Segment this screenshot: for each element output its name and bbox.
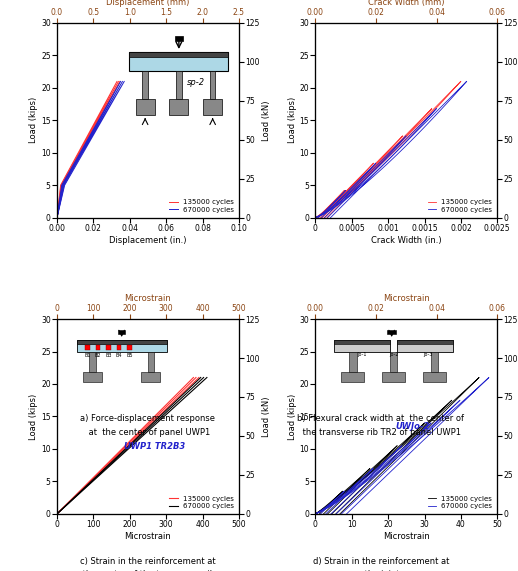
135000 cycles: [54, 214, 60, 221]
135000 cycles: [337, 490, 343, 497]
670000 cycles: [54, 510, 60, 517]
Y-axis label: Load (kips): Load (kips): [29, 97, 38, 143]
670000 cycles: [118, 78, 124, 85]
135000 cycles: [114, 78, 120, 85]
Legend: 135000 cycles, 670000 cycles: 135000 cycles, 670000 cycles: [426, 494, 494, 510]
X-axis label: Crack Width (mm): Crack Width (mm): [368, 0, 444, 7]
670000 cycles: [322, 506, 328, 513]
135000 cycles: [330, 496, 337, 503]
135000 cycles: [335, 194, 341, 200]
135000 cycles: [335, 492, 341, 499]
Line: 135000 cycles: 135000 cycles: [57, 377, 193, 514]
135000 cycles: [312, 214, 319, 221]
Y-axis label: Load (kN): Load (kN): [263, 396, 271, 437]
Text: c) Strain in the reinforcement at: c) Strain in the reinforcement at: [80, 557, 215, 566]
135000 cycles: [320, 208, 326, 215]
670000 cycles: [197, 374, 204, 381]
670000 cycles: [332, 198, 338, 204]
670000 cycles: [334, 494, 340, 501]
670000 cycles: [61, 182, 67, 188]
Line: 135000 cycles: 135000 cycles: [315, 190, 344, 218]
135000 cycles: [333, 494, 339, 501]
670000 cycles: [337, 192, 343, 199]
Text: at  the center of panel UWP1: at the center of panel UWP1: [85, 428, 210, 437]
Y-axis label: Load (kips): Load (kips): [287, 97, 297, 143]
135000 cycles: [339, 488, 346, 494]
Text: d) Strain in the reinforcement at: d) Strain in the reinforcement at: [312, 557, 449, 566]
670000 cycles: [321, 208, 327, 215]
670000 cycles: [336, 194, 342, 200]
670000 cycles: [341, 488, 348, 494]
Legend: 135000 cycles, 670000 cycles: 135000 cycles, 670000 cycles: [426, 198, 494, 214]
670000 cycles: [339, 490, 345, 497]
X-axis label: Microstrain: Microstrain: [383, 294, 430, 303]
Text: the transverse rib TR2 of panel UWP1: the transverse rib TR2 of panel UWP1: [300, 428, 461, 437]
Line: 670000 cycles: 670000 cycles: [315, 491, 344, 514]
670000 cycles: [312, 510, 319, 517]
Legend: 135000 cycles, 670000 cycles: 135000 cycles, 670000 cycles: [168, 494, 236, 510]
670000 cycles: [336, 492, 342, 499]
135000 cycles: [334, 493, 340, 500]
670000 cycles: [340, 190, 346, 196]
X-axis label: Microstrain: Microstrain: [383, 532, 430, 541]
670000 cycles: [54, 214, 60, 221]
Text: the center of the transverse rib: the center of the transverse rib: [80, 570, 215, 571]
Text: UWP1 TR2B3: UWP1 TR2B3: [124, 442, 185, 451]
135000 cycles: [114, 78, 120, 85]
X-axis label: Displacement (mm): Displacement (mm): [106, 0, 190, 7]
135000 cycles: [331, 198, 337, 204]
135000 cycles: [333, 195, 339, 202]
Line: 670000 cycles: 670000 cycles: [57, 377, 200, 514]
670000 cycles: [315, 214, 322, 221]
135000 cycles: [54, 214, 60, 221]
670000 cycles: [342, 187, 349, 194]
Y-axis label: Load (kips): Load (kips): [287, 393, 297, 440]
135000 cycles: [57, 182, 64, 188]
Line: 135000 cycles: 135000 cycles: [315, 491, 342, 514]
Y-axis label: Load (kN): Load (kN): [263, 100, 271, 140]
135000 cycles: [314, 214, 321, 221]
670000 cycles: [332, 496, 338, 503]
Legend: 135000 cycles, 670000 cycles: 135000 cycles, 670000 cycles: [168, 198, 236, 214]
X-axis label: Crack Width (in.): Crack Width (in.): [371, 236, 442, 245]
135000 cycles: [190, 374, 196, 381]
135000 cycles: [60, 182, 66, 188]
670000 cycles: [334, 195, 340, 202]
670000 cycles: [336, 493, 342, 500]
Y-axis label: Load (kips): Load (kips): [29, 393, 38, 440]
Text: UWJo-2: UWJo-2: [395, 423, 429, 432]
Line: 670000 cycles: 670000 cycles: [57, 81, 121, 218]
670000 cycles: [312, 214, 319, 221]
670000 cycles: [59, 182, 65, 188]
X-axis label: Displacement (in.): Displacement (in.): [109, 236, 186, 245]
135000 cycles: [341, 187, 348, 194]
135000 cycles: [339, 190, 345, 196]
Line: 135000 cycles: 135000 cycles: [57, 81, 117, 218]
X-axis label: Microstrain: Microstrain: [124, 532, 171, 541]
135000 cycles: [321, 506, 327, 513]
135000 cycles: [312, 510, 319, 517]
Line: 670000 cycles: 670000 cycles: [315, 190, 346, 218]
Text: b) Flexural crack width at  the center of: b) Flexural crack width at the center of: [297, 414, 464, 423]
Text: a) Force-displacement response: a) Force-displacement response: [80, 414, 215, 423]
670000 cycles: [118, 78, 124, 85]
670000 cycles: [318, 510, 324, 517]
670000 cycles: [54, 214, 60, 221]
135000 cycles: [336, 192, 342, 199]
135000 cycles: [316, 510, 323, 517]
X-axis label: Microstrain: Microstrain: [124, 294, 171, 303]
135000 cycles: [54, 510, 60, 517]
Text: the joint: the joint: [362, 570, 399, 571]
